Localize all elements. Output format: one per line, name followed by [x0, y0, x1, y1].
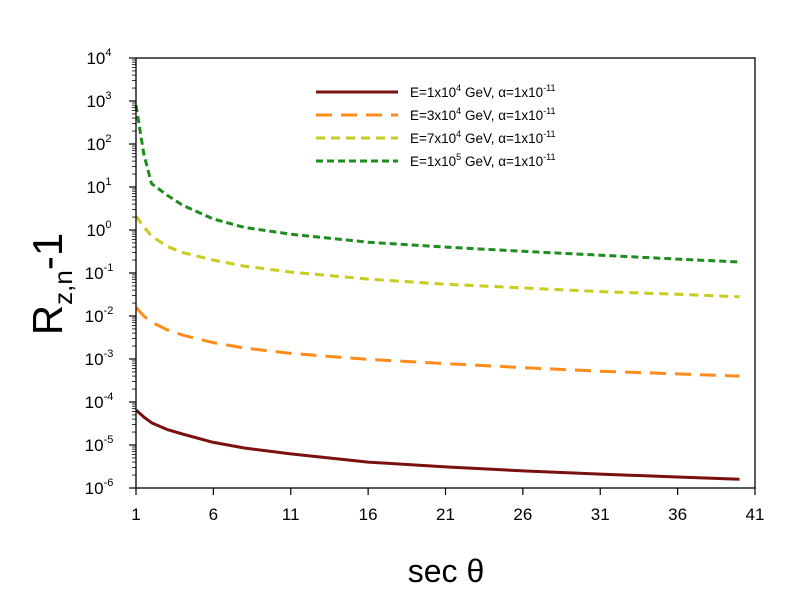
x-tick-label: 1 [131, 505, 140, 524]
y-tick-label: 10-3 [85, 348, 114, 369]
x-axis-label: sec θ [408, 553, 484, 589]
legend-label-1: E=1x104 GeV, α=1x10-11 [410, 83, 556, 100]
y-tick-label: 10-6 [85, 477, 114, 498]
x-tick-label: 6 [209, 505, 218, 524]
y-tick-label: 102 [86, 133, 111, 154]
legend-label-3: E=7x104 GeV, α=1x10-11 [410, 129, 556, 146]
series-line-1 [134, 408, 740, 481]
x-tick-label: 36 [668, 505, 687, 524]
x-tick-label: 16 [359, 505, 378, 524]
y-tick-label: 101 [86, 176, 111, 197]
axes-layer: 1 6 11 16 21 26 31 36 4110-610-510-410-310-210-1… [85, 47, 765, 524]
y-tick-label: 10-5 [85, 434, 114, 455]
y-tick-label: 10-4 [85, 391, 114, 412]
x-tick-label: 31 [591, 505, 610, 524]
legend-label-4: E=1x105 GeV, α=1x10-11 [410, 152, 556, 169]
series-line-4 [134, 104, 740, 264]
series-line-3 [134, 215, 740, 299]
y-axis-label-tail: -1 [24, 233, 71, 270]
y-axis-label: Rz,n-1 [24, 233, 78, 335]
legend: E=1x104 GeV, α=1x10-11 E=3x104 GeV, α=1x1… [316, 83, 556, 169]
y-tick-label: 10-1 [85, 262, 114, 283]
x-tick-label: 11 [282, 505, 300, 524]
x-tick-label: 41 [746, 505, 765, 524]
series-layer [134, 104, 740, 481]
x-tick-label: 21 [436, 505, 455, 524]
legend-label-2: E=3x104 GeV, α=1x10-11 [410, 106, 556, 123]
y-axis-label-main: R [24, 305, 71, 335]
series-line-2 [134, 306, 740, 378]
y-axis-label-sub: z,n [48, 270, 78, 305]
y-tick-label: 100 [86, 219, 111, 240]
y-tick-label: 104 [86, 47, 111, 68]
y-tick-label: 103 [86, 90, 111, 111]
y-tick-label: 10-2 [85, 305, 114, 326]
x-tick-label: 26 [513, 505, 532, 524]
